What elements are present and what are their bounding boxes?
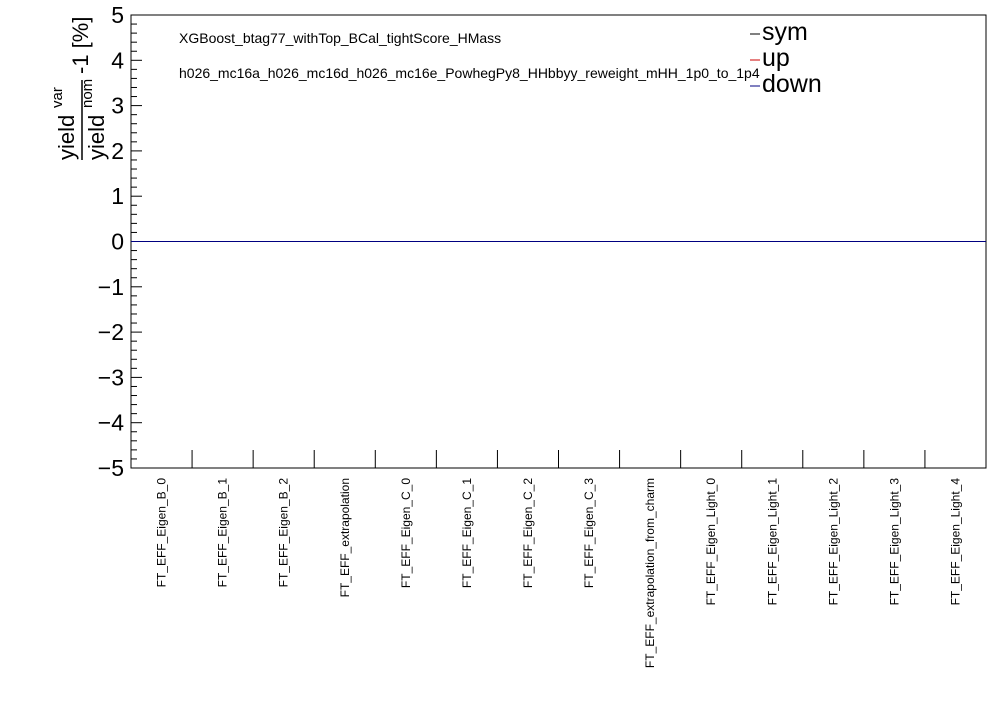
y-tick-label: −1 bbox=[98, 274, 124, 300]
y-label-denominator: yield bbox=[84, 115, 109, 160]
x-tick-label: FT_EFF_Eigen_Light_1 bbox=[765, 478, 779, 606]
x-axis: FT_EFF_Eigen_B_0 FT_EFF_Eigen_B_1 FT_EFF_E… bbox=[155, 450, 962, 668]
y-tick-label: 1 bbox=[111, 183, 124, 209]
x-tick-label: FT_EFF_Eigen_B_1 bbox=[216, 478, 230, 588]
y-tick-label: −2 bbox=[98, 319, 124, 345]
x-tick-label: FT_EFF_Eigen_B_2 bbox=[277, 478, 291, 588]
y-axis: 5 4 3 2 1 0 −1 −2 −3 −4 −5 bbox=[98, 2, 142, 481]
x-tick-label: FT_EFF_extrapolation bbox=[338, 478, 352, 597]
x-tick-label: FT_EFF_Eigen_C_1 bbox=[460, 478, 474, 588]
x-tick-label: FT_EFF_Eigen_C_3 bbox=[582, 478, 596, 588]
legend-label-sym: sym bbox=[762, 18, 808, 46]
x-tick-label: FT_EFF_Eigen_Light_2 bbox=[826, 478, 840, 606]
y-label-numerator-sup: var bbox=[49, 87, 66, 108]
y-tick-label: 3 bbox=[111, 93, 124, 119]
y-label-numerator: yield bbox=[54, 115, 79, 160]
chart-title-line-1: XGBoost_btag77_withTop_BCal_tightScore_H… bbox=[179, 30, 501, 46]
y-tick-label: 5 bbox=[111, 2, 124, 28]
chart-title-line-2: h026_mc16a_h026_mc16d_h026_mc16e_PowhegP… bbox=[179, 65, 760, 81]
x-tick-label: FT_EFF_Eigen_Light_4 bbox=[948, 478, 962, 606]
y-tick-label: −4 bbox=[98, 410, 124, 436]
x-tick-label: FT_EFF_Eigen_Light_0 bbox=[704, 478, 718, 606]
x-tick-label: FT_EFF_extrapolation_from_charm bbox=[643, 478, 657, 668]
y-tick-label: −5 bbox=[98, 455, 124, 481]
y-tick-label: −3 bbox=[98, 364, 124, 390]
legend-label-up: up bbox=[762, 44, 790, 72]
y-tick-label: 4 bbox=[111, 47, 124, 73]
x-tick-label: FT_EFF_Eigen_C_0 bbox=[399, 478, 413, 588]
x-tick-label: FT_EFF_Eigen_C_2 bbox=[521, 478, 535, 588]
x-tick-label: FT_EFF_Eigen_Light_3 bbox=[887, 478, 901, 606]
legend-label-down: down bbox=[762, 70, 822, 98]
y-label-denominator-sup: nom bbox=[79, 79, 96, 108]
y-label-suffix: -1 [%] bbox=[68, 17, 93, 74]
x-tick-label: FT_EFF_Eigen_B_0 bbox=[155, 478, 169, 588]
y-axis-label bbox=[38, 2, 94, 112]
y-tick-label: 0 bbox=[111, 229, 124, 255]
y-tick-label: 2 bbox=[111, 138, 124, 164]
